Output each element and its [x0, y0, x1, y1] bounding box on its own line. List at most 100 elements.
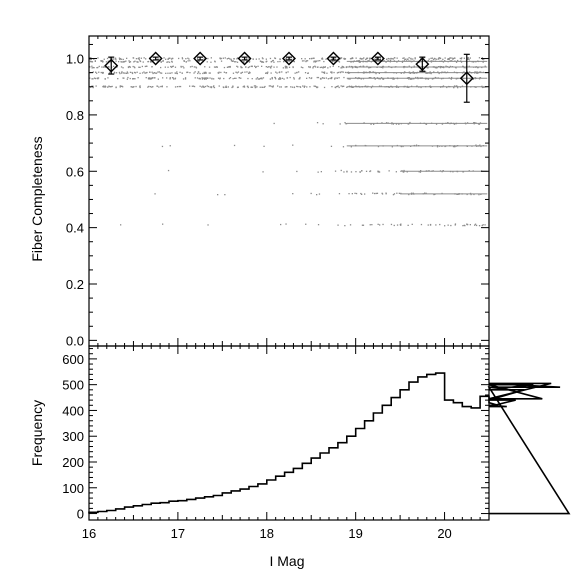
field-point: [425, 72, 427, 74]
field-point: [145, 65, 148, 67]
field-point: [220, 71, 222, 74]
field-point: [309, 66, 311, 69]
field-point: [201, 77, 203, 79]
field-point: [147, 77, 150, 79]
field-point: [127, 72, 129, 74]
field-point: [347, 78, 349, 80]
field-point: [390, 57, 392, 60]
field-point: [419, 171, 422, 173]
field-point: [447, 58, 449, 60]
y-tick-label: 0.0: [66, 333, 84, 348]
field-point: [348, 193, 350, 195]
field-point: [333, 71, 335, 74]
field-point: [431, 60, 433, 62]
field-point: [305, 223, 307, 225]
field-point: [451, 57, 453, 59]
field-point: [262, 86, 264, 88]
field-point: [478, 225, 481, 227]
field-point: [229, 65, 231, 68]
field-point: [169, 145, 171, 147]
field-point: [350, 61, 352, 63]
field-point: [101, 66, 103, 68]
field-point: [210, 86, 212, 88]
field-point: [198, 71, 200, 73]
field-point: [321, 77, 324, 79]
field-point: [331, 86, 333, 88]
field-point: [233, 58, 235, 60]
field-point: [292, 58, 294, 60]
field-point: [172, 65, 174, 67]
field-point: [314, 85, 317, 88]
field-point: [362, 58, 364, 60]
field-point: [401, 61, 404, 63]
field-point: [176, 71, 178, 73]
field-point: [97, 57, 99, 59]
field-point: [479, 144, 481, 146]
field-point: [480, 71, 482, 73]
field-point: [162, 60, 164, 62]
field-point: [278, 71, 281, 74]
field-point: [434, 67, 437, 69]
field-point: [362, 65, 365, 67]
field-point: [199, 72, 201, 75]
field-point: [255, 66, 257, 68]
field-point: [279, 86, 281, 88]
field-point: [408, 86, 410, 88]
field-point: [138, 58, 140, 60]
field-point: [229, 66, 231, 68]
field-point: [266, 72, 269, 75]
field-point: [234, 61, 236, 63]
field-point: [453, 145, 455, 148]
field-point: [91, 65, 93, 67]
field-point: [180, 66, 182, 68]
field-point: [242, 86, 244, 88]
field-point: [346, 86, 348, 88]
field-point: [385, 61, 387, 63]
field-point: [97, 66, 99, 69]
field-point: [149, 86, 152, 88]
field-point: [117, 78, 119, 80]
field-point: [185, 61, 187, 63]
field-point: [92, 71, 94, 73]
field-point: [209, 77, 211, 79]
field-point: [322, 66, 325, 68]
field-point: [123, 72, 125, 74]
field-point: [129, 61, 132, 63]
field-point: [336, 77, 338, 79]
field-point: [453, 87, 455, 89]
field-point: [179, 85, 182, 88]
field-point: [244, 71, 246, 73]
field-point: [225, 72, 228, 74]
field-point: [285, 58, 287, 60]
field-point: [109, 71, 111, 73]
field-point: [159, 72, 162, 74]
field-point: [144, 65, 146, 68]
field-point: [435, 123, 438, 125]
field-point: [459, 57, 461, 60]
field-point: [122, 58, 124, 61]
field-point: [482, 224, 484, 226]
field-point: [285, 71, 287, 74]
field-point: [236, 57, 239, 59]
field-point: [241, 66, 243, 69]
field-point: [136, 61, 138, 63]
field-point: [292, 193, 294, 195]
field-point: [275, 71, 277, 73]
field-point: [352, 86, 354, 88]
field-point: [254, 85, 257, 87]
field-point: [127, 76, 129, 79]
field-point: [205, 77, 207, 79]
field-point: [310, 77, 312, 80]
field-point: [133, 78, 135, 80]
field-point: [173, 78, 175, 80]
field-point: [122, 77, 124, 79]
field-point: [344, 225, 346, 227]
field-point: [143, 71, 145, 73]
field-point: [204, 85, 207, 88]
field-point: [406, 171, 408, 173]
field-point: [248, 72, 250, 74]
field-point: [377, 223, 379, 225]
field-point: [299, 86, 301, 88]
field-point: [435, 77, 437, 79]
